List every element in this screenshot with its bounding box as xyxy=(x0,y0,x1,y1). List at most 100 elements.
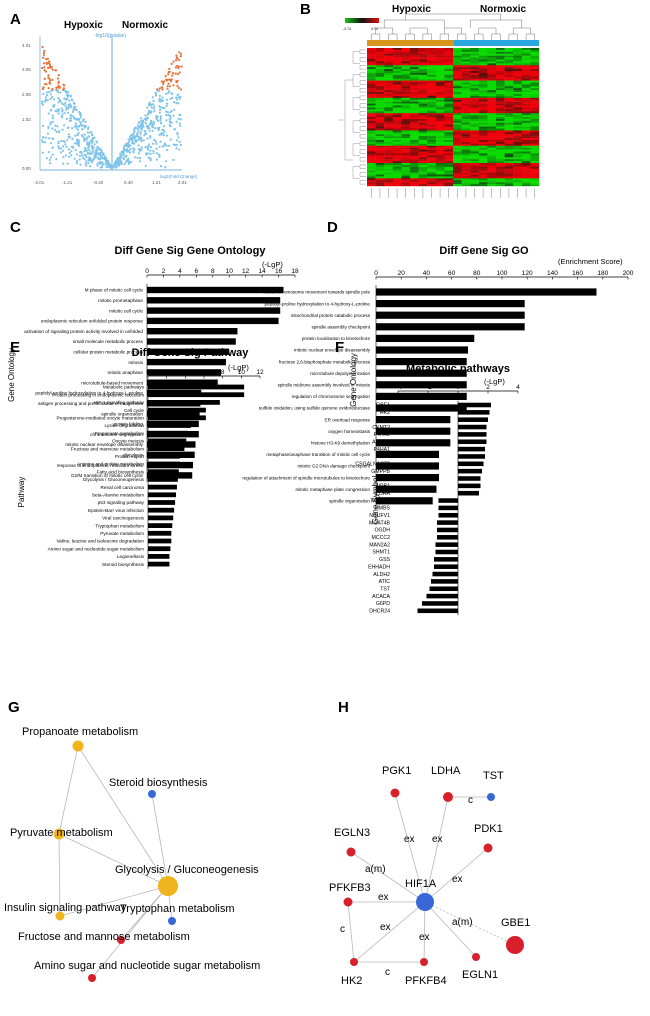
volcano-point xyxy=(169,138,172,141)
volcano-point xyxy=(130,133,133,136)
heatmap-cell xyxy=(478,55,488,58)
heatmap-cell xyxy=(435,140,445,143)
heatmap-cell xyxy=(504,48,514,51)
heatmap-cell xyxy=(530,94,540,97)
volcano-point xyxy=(70,154,73,157)
network-h-edge xyxy=(424,847,489,903)
volcano-point xyxy=(65,145,68,148)
volcano-point xyxy=(75,118,78,121)
heatmap-cell xyxy=(435,72,445,76)
heatmap-cell xyxy=(410,147,419,150)
heatmap-cell xyxy=(530,82,540,85)
heatmap-cell xyxy=(513,95,522,99)
heatmap-cell xyxy=(410,153,419,156)
heatmap-cell xyxy=(521,138,531,141)
heatmap-cell xyxy=(427,166,436,169)
volcano-point xyxy=(167,144,171,147)
heatmap-cell xyxy=(427,103,436,106)
volcano-point xyxy=(169,80,173,83)
volcano-point xyxy=(178,148,181,151)
volcano-point xyxy=(178,140,181,143)
heatmap-cell xyxy=(427,168,436,171)
heatmap-cell xyxy=(504,136,514,139)
volcano-point xyxy=(44,96,48,99)
network-h-node-label: PDK1 xyxy=(474,823,503,835)
heatmap-cell xyxy=(444,53,454,56)
heatmap-cell xyxy=(375,140,385,143)
heatmap-cell xyxy=(384,76,393,79)
network-g-node xyxy=(55,911,65,921)
volcano-x-tick: 0.40 xyxy=(124,180,133,185)
volcano-point xyxy=(115,164,118,168)
heatmap-cell xyxy=(375,48,385,51)
volcano-point xyxy=(151,96,154,99)
chart-y-axis-label: Pathway xyxy=(17,477,26,508)
volcano-point xyxy=(134,135,137,138)
heatmap-cell xyxy=(367,88,376,91)
heatmap-cell xyxy=(444,143,454,146)
heatmap-cell xyxy=(470,168,479,171)
volcano-point xyxy=(79,120,82,124)
heatmap-cell xyxy=(478,141,488,145)
heatmap-cell xyxy=(392,71,402,74)
heatmap-cell xyxy=(453,134,462,137)
heatmap-cell xyxy=(496,155,505,158)
heatmap-cell xyxy=(427,84,436,87)
heatmap-cell xyxy=(375,136,385,139)
heatmap-cell xyxy=(444,176,454,179)
heatmap-cell xyxy=(478,51,488,54)
heatmap-cell xyxy=(504,115,514,118)
heatmap-cell xyxy=(435,84,445,87)
volcano-point xyxy=(179,88,183,91)
heatmap-cell xyxy=(521,145,531,148)
heatmap-cell xyxy=(435,117,445,120)
heatmap-cell xyxy=(530,140,540,143)
volcano-point xyxy=(177,86,180,89)
heatmap-cell xyxy=(401,138,411,141)
volcano-point xyxy=(85,160,88,163)
volcano-point xyxy=(166,85,169,88)
dendrogram-branch xyxy=(371,33,381,40)
heatmap-cell xyxy=(461,182,471,185)
heatmap-cell xyxy=(504,176,514,179)
heatmap-cell xyxy=(470,86,479,89)
chart-bar xyxy=(147,379,218,386)
chart-category-label: Propanoate metabolism xyxy=(94,431,144,436)
volcano-point xyxy=(63,84,66,87)
heatmap-cell xyxy=(418,168,428,171)
dendrogram-branch xyxy=(512,27,531,34)
heatmap-cell xyxy=(384,136,393,139)
heatmap-cell xyxy=(435,69,445,72)
heatmap-cell xyxy=(461,57,471,60)
heatmap-cell xyxy=(453,172,462,175)
heatmap-cell xyxy=(470,157,479,160)
heatmap-cell xyxy=(504,97,514,100)
network-h-edge-labels: ex ex a(m) ex ex c c a(m) ex ex c xyxy=(340,795,473,978)
heatmap-cell xyxy=(478,130,488,133)
heatmap-cell xyxy=(392,172,402,175)
volcano-point xyxy=(120,162,123,165)
heatmap-cell xyxy=(427,124,436,127)
heatmap-cell xyxy=(375,143,385,146)
network-g-node xyxy=(158,876,178,896)
volcano-point xyxy=(67,104,70,107)
heatmap-cell xyxy=(444,159,454,162)
volcano-point xyxy=(49,93,53,96)
heatmap-cell xyxy=(453,122,462,125)
heatmap-cell xyxy=(375,141,385,145)
heatmap-cell xyxy=(410,63,419,66)
heatmap-cell xyxy=(530,182,540,185)
volcano-point xyxy=(61,102,64,105)
volcano-point xyxy=(175,147,178,150)
heatmap-cell xyxy=(513,151,522,154)
volcano-point xyxy=(128,162,131,165)
volcano-point xyxy=(177,117,180,120)
volcano-point xyxy=(80,124,83,127)
heatmap-cell xyxy=(392,170,402,173)
heatmap-cell xyxy=(504,178,514,181)
volcano-point xyxy=(57,142,60,145)
volcano-point xyxy=(146,125,149,128)
heatmap-cell xyxy=(513,136,522,139)
chart-bar xyxy=(376,392,467,400)
heatmap-cell xyxy=(453,159,462,162)
